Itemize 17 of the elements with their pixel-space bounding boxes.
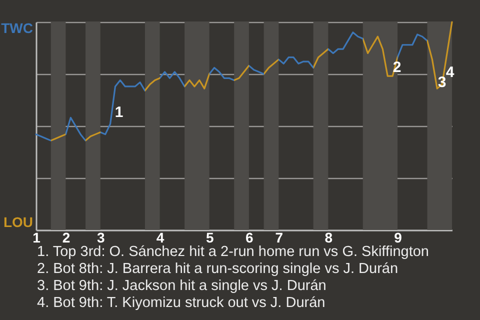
x-tick-label: 9 — [394, 230, 402, 246]
annotation: 4 — [446, 64, 455, 81]
text: TWC — [1, 20, 33, 36]
x-tick-label: 8 — [324, 230, 333, 246]
x-tick-label: 7 — [275, 230, 284, 246]
text: 2. Bot 8th: J. Barrera hit a run-scoring single vs J. Durán — [37, 261, 400, 278]
annotation: 1 — [114, 104, 124, 121]
x-tick-label: 2 — [62, 230, 70, 246]
text: LOU — [3, 214, 33, 230]
x-tick-label: 3 — [96, 230, 105, 246]
x-tick-label: 5 — [206, 230, 214, 246]
text: 4. Bot 9th: T. Kiyomizu struck out vs J. Durán — [37, 295, 326, 312]
x-tick-label: 1 — [32, 230, 41, 246]
x-tick-label: 6 — [246, 230, 254, 246]
text: 1. Top 3rd: O. Sánchez hit a 2-run home run vs G. Skiffington — [37, 244, 429, 261]
text: 3. Bot 9th: J. Jackson hit a single vs J. Durán — [37, 278, 328, 295]
x-tick-label: 4 — [156, 230, 164, 246]
